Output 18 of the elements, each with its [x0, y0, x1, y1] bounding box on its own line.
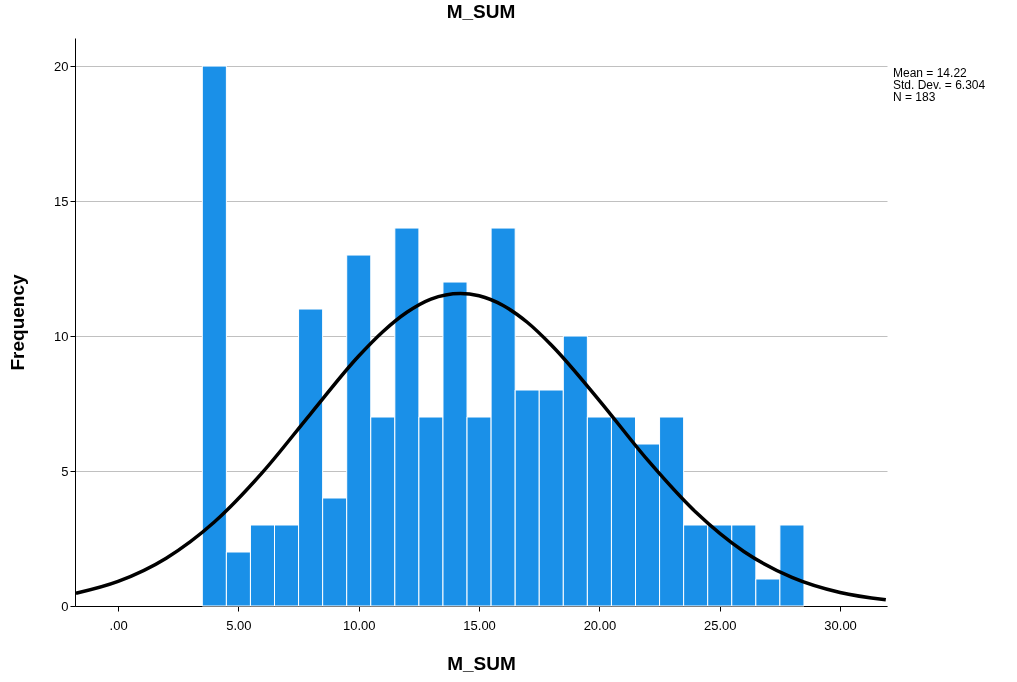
x-tick-label: .00 [109, 617, 128, 633]
x-tick-label: 30.00 [824, 617, 857, 633]
text: Std. Dev. = 6.304 [893, 78, 986, 92]
x-axis-title: M_SUM [447, 652, 516, 674]
y-tick-label: 5 [61, 463, 69, 479]
y-tick-label: 15 [54, 193, 69, 209]
chart-title: M_SUM [446, 1, 516, 22]
x-tick-label: 10.00 [342, 617, 376, 633]
y-axis-title: Frequency [7, 274, 29, 371]
text: N = 183 [893, 90, 936, 104]
y-tick-label: 10 [54, 328, 69, 344]
y-tick-label: 0 [61, 598, 69, 614]
text: Mean = 14.22 [893, 66, 968, 80]
x-tick-label: 20.00 [583, 617, 617, 633]
x-tick-label: 15.00 [463, 617, 496, 633]
x-tick-label: 25.00 [703, 617, 737, 633]
x-tick-label: 5.00 [226, 617, 252, 633]
y-tick-label: 20 [54, 58, 69, 74]
